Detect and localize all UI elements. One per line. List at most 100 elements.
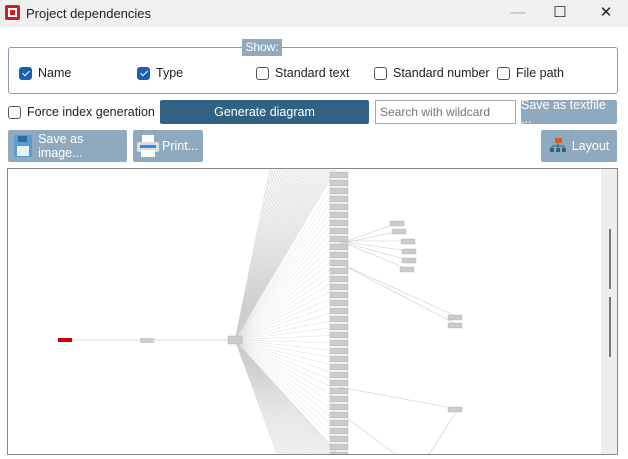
diagram-node [400, 238, 416, 245]
edge [234, 169, 289, 341]
type-label: Type [156, 66, 184, 80]
edge [234, 182, 340, 341]
diagram-node [329, 451, 349, 454]
diagram-canvas[interactable] [8, 169, 602, 455]
force-index-label: Force index generation [27, 105, 155, 119]
show-label: Show: [242, 39, 282, 56]
diagram-node [329, 283, 349, 291]
checkbox-icon[interactable] [137, 66, 150, 80]
edge [234, 238, 340, 341]
diagram-node [329, 435, 349, 443]
edge [234, 334, 340, 341]
edge [234, 169, 295, 341]
window-title: Project dependencies [26, 6, 152, 21]
diagram-node [329, 347, 349, 355]
diagram-node [329, 331, 349, 339]
maximize-button[interactable]: ☐ [553, 4, 567, 21]
force-index-checkbox[interactable]: Force index generation [8, 105, 155, 119]
edge [234, 339, 340, 408]
layout-button[interactable]: Layout [541, 130, 617, 162]
edge [338, 222, 399, 245]
checkbox-icon[interactable] [374, 66, 387, 80]
edge [234, 169, 301, 341]
diagram-node [389, 220, 405, 227]
edge [234, 302, 340, 341]
edge [234, 286, 340, 341]
edge [234, 230, 340, 341]
scrollbar-thumb[interactable] [609, 229, 611, 289]
hierarchy-icon [549, 138, 566, 152]
standard-number-label: Standard number [393, 66, 490, 80]
diagram-node [329, 387, 349, 395]
standard-text-checkbox[interactable]: Standard text [256, 66, 349, 80]
print-button[interactable]: Print... [133, 130, 203, 162]
standard-number-checkbox[interactable]: Standard number [374, 66, 490, 80]
diagram-node [329, 251, 349, 259]
diagram-node [329, 427, 349, 435]
diagram-node [329, 291, 349, 299]
edge [234, 169, 312, 341]
checkbox-icon[interactable] [256, 66, 269, 80]
edge [234, 169, 320, 341]
diagram-node [329, 443, 349, 451]
edge [234, 169, 298, 341]
edge [234, 169, 315, 341]
edge [234, 169, 318, 341]
diagram-node [329, 227, 349, 235]
type-checkbox[interactable]: Type [137, 66, 183, 80]
edge [338, 386, 459, 410]
checkbox-icon[interactable] [19, 66, 32, 80]
edge [234, 339, 339, 454]
title-bar: Project dependencies — ☐ ✕ [0, 0, 628, 27]
checkbox-icon[interactable] [497, 66, 510, 80]
diagram-node [329, 363, 349, 371]
diagram-node [329, 339, 349, 347]
dependency-diagram[interactable] [7, 168, 618, 455]
print-label: Print... [162, 139, 199, 153]
minimize-button[interactable]: — [510, 4, 526, 21]
edge [234, 169, 317, 341]
name-checkbox[interactable]: Name [19, 66, 71, 80]
edge [338, 230, 401, 245]
edge [338, 240, 409, 270]
search-input[interactable] [375, 100, 516, 124]
printer-icon [137, 135, 159, 157]
edge [234, 310, 340, 341]
close-button[interactable]: ✕ [599, 4, 613, 21]
edge [234, 169, 313, 341]
save-image-label: Save as image... [38, 132, 84, 160]
edge [234, 169, 291, 341]
diagram-node [329, 323, 349, 331]
standard-text-label: Standard text [275, 66, 350, 80]
edge [234, 206, 340, 341]
edge [234, 169, 305, 341]
edge [234, 339, 340, 376]
diagram-node [329, 179, 349, 187]
scrollbar-thumb[interactable] [609, 297, 611, 357]
edge [234, 262, 340, 341]
edge [234, 169, 272, 341]
edge [234, 339, 340, 440]
save-textfile-button[interactable]: Save as textfile ... [521, 98, 617, 126]
diagram-node [329, 419, 349, 427]
diagram-node [329, 315, 349, 323]
edge [234, 214, 340, 341]
save-image-button[interactable]: Save as image... [8, 130, 127, 162]
layout-label: Layout [571, 139, 610, 153]
edge [234, 339, 340, 432]
edge [234, 169, 293, 341]
file-path-checkbox[interactable]: File path [497, 66, 564, 80]
edge [234, 169, 271, 341]
edge [234, 190, 340, 341]
file-path-label: File path [516, 66, 564, 80]
generate-diagram-button[interactable]: Generate diagram [160, 100, 369, 124]
vertical-scrollbar[interactable] [601, 169, 617, 454]
edge [234, 339, 340, 384]
checkbox-icon[interactable] [8, 105, 21, 119]
diagram-node [329, 371, 349, 379]
diagram-node [329, 411, 349, 419]
name-label: Name [38, 66, 72, 80]
edge [234, 169, 325, 341]
edge [234, 339, 340, 416]
diagram-node [401, 257, 417, 264]
